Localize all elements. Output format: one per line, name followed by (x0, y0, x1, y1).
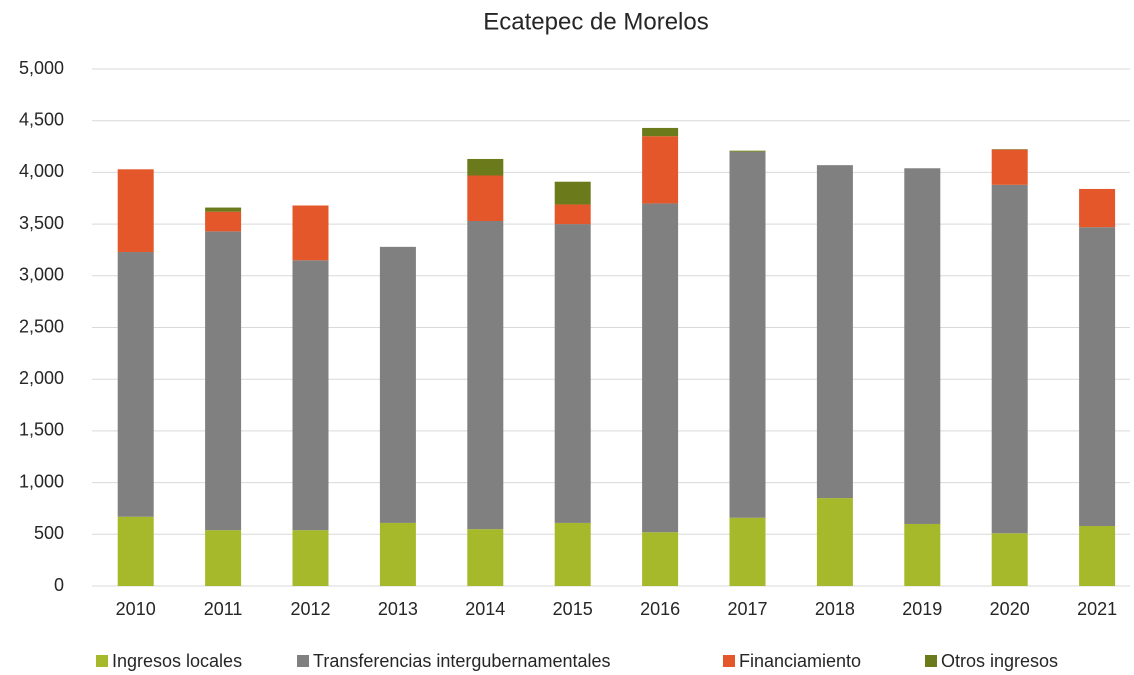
bar-segment (729, 150, 766, 152)
bar-segment (554, 224, 591, 523)
x-tick-label: 2013 (378, 599, 418, 619)
x-tick-label: 2016 (640, 599, 680, 619)
bar-segment (467, 175, 504, 221)
legend-label: Ingresos locales (112, 651, 242, 671)
bar-segment (1079, 188, 1116, 228)
bar-segment (117, 516, 154, 586)
bar-segment (554, 181, 591, 205)
bar-segment (904, 168, 941, 524)
bar-segment (1079, 227, 1116, 527)
bar-segment (642, 532, 679, 586)
bar-segment (292, 530, 329, 586)
bar-segment (729, 517, 766, 586)
bar-segment (379, 246, 416, 523)
bar-segment (554, 204, 591, 225)
x-tick-label: 2011 (204, 599, 243, 619)
y-tick-label: 0 (54, 575, 64, 595)
bar-segment (991, 149, 1028, 185)
legend-swatch (925, 655, 937, 667)
bar-segment (904, 523, 941, 586)
y-tick-label: 1,500 (19, 420, 64, 440)
bar-segment (205, 231, 242, 531)
bar-segment (117, 169, 154, 253)
legend-swatch (96, 655, 108, 667)
bar-segment (205, 211, 242, 232)
bar-segment (729, 151, 766, 518)
bar-segment (991, 533, 1028, 586)
bar-segment (467, 158, 504, 176)
y-tick-label: 5,000 (19, 58, 64, 78)
bar-segment (554, 522, 591, 586)
y-tick-label: 4,500 (19, 109, 64, 129)
bar-segment (1079, 526, 1116, 586)
bar-segment (467, 220, 504, 530)
legend-label: Otros ingresos (941, 651, 1058, 671)
x-tick-label: 2012 (290, 599, 330, 619)
chart-title: Ecatepec de Morelos (483, 8, 708, 35)
y-tick-label: 3,500 (19, 213, 64, 233)
bar-segment (642, 203, 679, 533)
bar-segment (991, 149, 1028, 150)
bar-segment (467, 529, 504, 586)
legend-swatch (723, 655, 735, 667)
y-tick-label: 3,000 (19, 265, 64, 285)
y-tick-label: 4,000 (19, 161, 64, 181)
x-tick-label: 2010 (116, 599, 156, 619)
y-tick-label: 500 (34, 523, 64, 543)
x-tick-label: 2015 (553, 599, 593, 619)
legend-swatch (297, 655, 309, 667)
bar-segment (816, 498, 853, 586)
legend-label: Transferencias intergubernamentales (313, 651, 611, 671)
bar-segment (379, 522, 416, 586)
x-tick-label: 2021 (1077, 599, 1117, 619)
y-tick-label: 1,000 (19, 471, 64, 491)
bar-segment (292, 260, 329, 531)
bar-segment (205, 530, 242, 586)
x-tick-label: 2020 (990, 599, 1030, 619)
bar-segment (205, 207, 242, 212)
bar-segment (642, 136, 679, 204)
bar-segment (117, 252, 154, 517)
legend-label: Financiamiento (739, 651, 861, 671)
bar-segment (816, 165, 853, 499)
y-tick-label: 2,000 (19, 368, 64, 388)
bar-segment (991, 184, 1028, 534)
x-tick-label: 2019 (902, 599, 942, 619)
bar-segment (292, 205, 329, 261)
y-tick-label: 2,500 (19, 316, 64, 336)
x-tick-label: 2017 (727, 599, 767, 619)
x-tick-label: 2014 (465, 599, 505, 619)
bar-segment (642, 127, 679, 137)
x-tick-label: 2018 (815, 599, 855, 619)
